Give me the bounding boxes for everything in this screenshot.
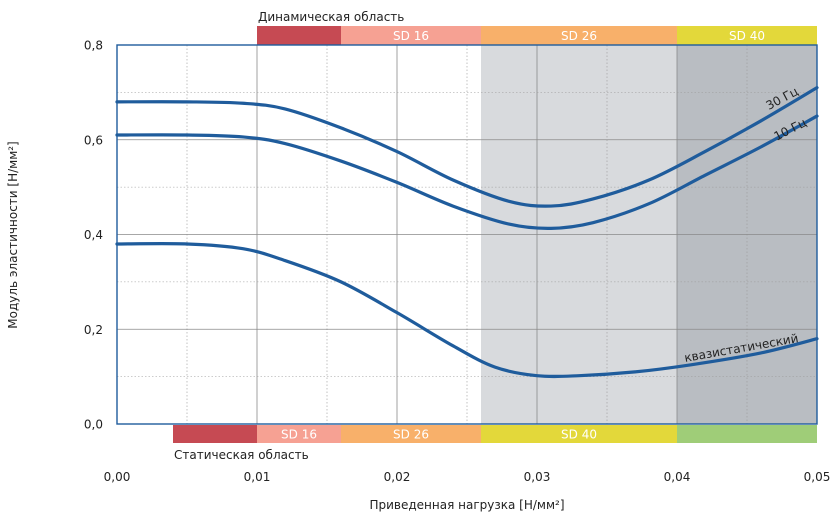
- x-tick-label: 0,03: [524, 470, 551, 484]
- x-tick-label: 0,04: [664, 470, 691, 484]
- y-tick-label: 0,8: [84, 39, 103, 53]
- dynamic-band-0: [257, 26, 341, 45]
- y-axis-title: Модуль эластичности [Н/мм²]: [6, 141, 20, 328]
- x-tick-label: 0,05: [804, 470, 831, 484]
- dynamic-range-label: Динамическая область: [258, 10, 404, 24]
- dynamic-band-3: [677, 26, 817, 45]
- curve-series-1: [115, 114, 819, 230]
- dynamic-band-label-2: SD 26: [561, 29, 597, 43]
- static-band-label-3: SD 40: [561, 428, 597, 442]
- static-band-4: [677, 425, 817, 443]
- y-tick-label: 0,6: [84, 133, 103, 147]
- curves: [115, 86, 819, 379]
- x-tick-label: 0,01: [244, 470, 271, 484]
- static-band-2: [341, 425, 481, 443]
- static-band-3: [481, 425, 677, 443]
- static-band-0: [173, 425, 257, 443]
- curve-series-2: [115, 242, 819, 379]
- dynamic-band-2: [481, 26, 677, 45]
- dynamic-band-label-1: SD 16: [393, 29, 429, 43]
- grid: [117, 45, 817, 424]
- x-tick-label: 0,02: [384, 470, 411, 484]
- dynamic-band-1: [341, 26, 481, 45]
- x-axis-title: Приведенная нагрузка [Н/мм²]: [369, 498, 564, 512]
- static-band-label-1: SD 16: [281, 428, 317, 442]
- y-tick-label: 0,4: [84, 228, 103, 242]
- static-band-label-2: SD 26: [393, 428, 429, 442]
- static-range-label: Статическая область: [174, 448, 309, 462]
- curve-series-0: [115, 86, 819, 208]
- dynamic-range-bands: SD 16 SD 26 SD 40: [257, 26, 817, 45]
- plot-border: [116, 44, 818, 425]
- dynamic-band-label-3: SD 40: [729, 29, 765, 43]
- y-tick-label: 0,0: [84, 418, 103, 432]
- y-tick-label: 0,2: [84, 323, 103, 337]
- x-tick-label: 0,00: [104, 470, 131, 484]
- static-range-bands: SD 16 SD 26 SD 40: [173, 425, 817, 443]
- plot-frame: [116, 44, 818, 425]
- static-band-1: [257, 425, 341, 443]
